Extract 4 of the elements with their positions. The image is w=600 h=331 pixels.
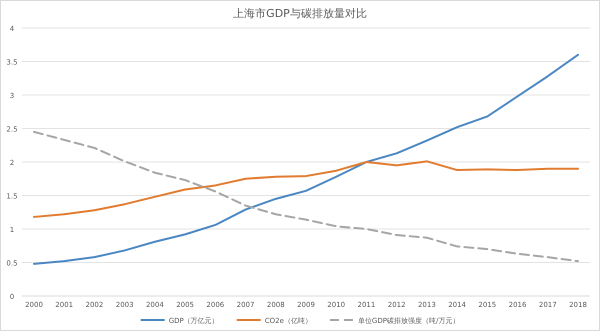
line-series bbox=[33, 160, 579, 218]
line-series bbox=[33, 54, 579, 265]
line-series bbox=[33, 130, 579, 262]
chart-title: 上海市GDP与碳排放量对比 bbox=[233, 7, 367, 20]
